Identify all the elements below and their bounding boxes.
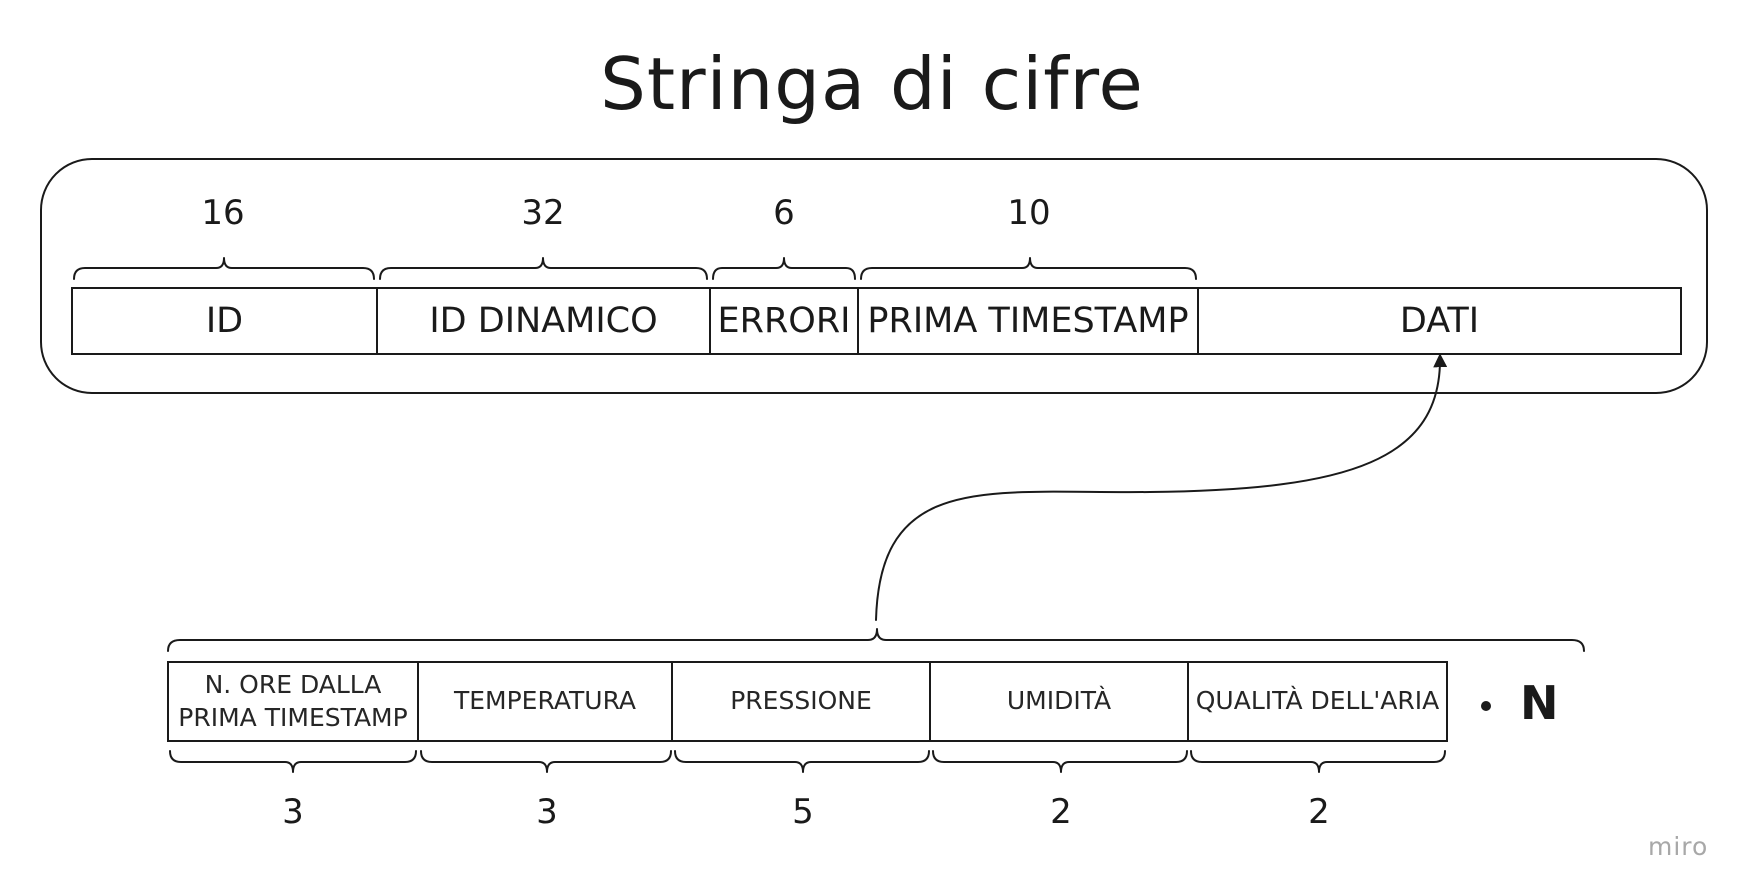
brace-temperatura [420,750,672,773]
field-errori: ERRORI [709,287,859,355]
field-id-label: ID [205,301,244,341]
data-field-qualita-aria-label: QUALITÀ DELL'ARIA [1195,686,1440,716]
data-field-temperatura-digit-count: 3 [536,792,558,832]
field-errori-label: ERRORI [717,301,851,341]
brace-data-record [167,628,1585,652]
data-field-pressione: PRESSIONE [671,661,931,742]
brace-qualita-aria [1190,750,1446,773]
field-id: ID [71,287,378,355]
multiply-dot [1481,701,1491,711]
field-dati: DATI [1197,287,1682,355]
field-id-dinamico-digit-count: 32 [521,193,565,233]
data-field-pressione-label: PRESSIONE [730,686,872,716]
data-field-ore: N. ORE DALLA PRIMA TIMESTAMP [167,661,419,742]
field-errori-digit-count: 6 [773,193,795,233]
brace-pressione [674,750,930,773]
data-field-umidita: UMIDITÀ [929,661,1189,742]
brace-ore [169,750,417,773]
data-field-ore-digit-count: 3 [282,792,304,832]
field-prima-timestamp-label: PRIMA TIMESTAMP [867,301,1189,341]
field-id-dinamico: ID DINAMICO [376,287,711,355]
brace-umidita [932,750,1188,773]
field-prima-timestamp-digit-count: 10 [1007,193,1051,233]
digit-string-frame [40,158,1708,394]
data-field-qualita-aria: QUALITÀ DELL'ARIA [1187,661,1448,742]
data-field-qualita-aria-digit-count: 2 [1308,792,1330,832]
connector-arrow [875,353,1448,621]
data-field-umidita-digit-count: 2 [1050,792,1072,832]
data-field-temperatura: TEMPERATURA [417,661,673,742]
field-prima-timestamp: PRIMA TIMESTAMP [857,287,1199,355]
watermark: miro [1648,832,1709,861]
field-dati-label: DATI [1399,301,1480,341]
data-field-temperatura-label: TEMPERATURA [453,686,637,716]
field-id-digit-count: 16 [201,193,245,233]
data-field-umidita-label: UMIDITÀ [1006,686,1112,716]
diagram-title: Stringa di cifre [600,42,1144,126]
repeat-multiplier: N [1520,676,1559,730]
data-field-pressione-digit-count: 5 [792,792,814,832]
data-field-ore-label: N. ORE DALLA PRIMA TIMESTAMP [178,670,408,732]
field-id-dinamico-label: ID DINAMICO [429,301,658,341]
